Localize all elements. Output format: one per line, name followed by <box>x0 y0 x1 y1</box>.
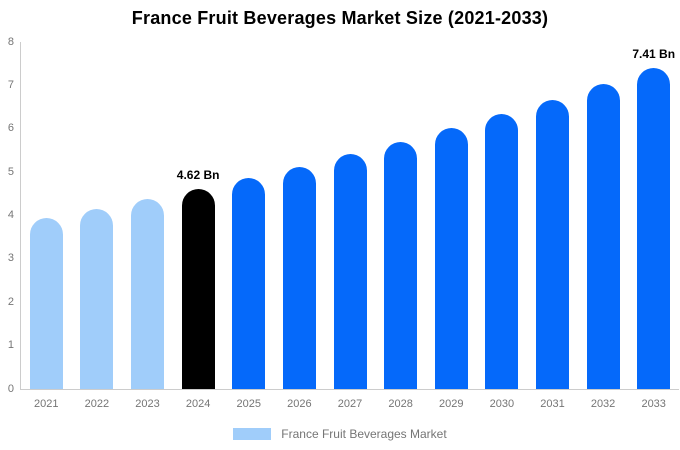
bar-2025 <box>232 177 266 389</box>
y-tick-label: 1 <box>7 339 14 352</box>
y-tick-label: 3 <box>7 252 14 265</box>
x-tick-label: 2029 <box>438 398 464 410</box>
x-tick-label: 2033 <box>641 398 666 410</box>
x-tick-label: 2031 <box>540 398 565 410</box>
plot-area: 4.62 Bn 7.41 Bn 2021 2022 2023 2024 2025 2026 2… <box>20 42 679 410</box>
x-tick-label: 2030 <box>489 398 515 410</box>
bar-2026 <box>282 166 316 389</box>
x-tick-label: 2026 <box>287 398 312 410</box>
bar-2027 <box>333 154 367 389</box>
legend: France Fruit Beverages Market <box>0 425 680 443</box>
value-label-2024: 4.62 Bn <box>176 167 220 182</box>
x-tick-label: 2028 <box>388 398 413 410</box>
x-tick-label: 2023 <box>135 398 160 410</box>
bar-2031 <box>535 99 569 389</box>
y-tick-label: 8 <box>7 35 14 48</box>
bar-2022 <box>80 208 114 389</box>
y-tick-label: 5 <box>7 165 14 178</box>
x-tick-label: 2025 <box>236 398 262 410</box>
y-tick-label: 2 <box>7 295 14 308</box>
bar-2033 <box>637 67 671 389</box>
y-tick-label: 0 <box>7 382 14 395</box>
y-tick-label: 4 <box>7 209 14 221</box>
x-tick-label: 2027 <box>337 398 363 410</box>
bar-2024 <box>181 188 215 389</box>
legend-swatch <box>233 428 272 440</box>
bar-2021 <box>29 217 63 389</box>
value-label-2033: 7.41 Bn <box>632 46 676 61</box>
bar-2029 <box>434 128 468 389</box>
x-tick-label: 2022 <box>84 398 110 410</box>
x-tick-label: 2032 <box>590 398 616 410</box>
bar-2032 <box>586 84 620 389</box>
y-tick-label: 7 <box>7 78 14 91</box>
x-tick-label: 2024 <box>185 398 211 410</box>
bar-2030 <box>485 114 519 389</box>
legend-label: France Fruit Beverages Market <box>281 427 447 441</box>
y-tick-label: 6 <box>7 122 14 135</box>
chart-title: France Fruit Beverages Market Size (2021… <box>131 8 549 28</box>
bar-2028 <box>384 141 418 389</box>
bar-2023 <box>131 199 165 389</box>
x-tick-label: 2021 <box>34 398 59 410</box>
